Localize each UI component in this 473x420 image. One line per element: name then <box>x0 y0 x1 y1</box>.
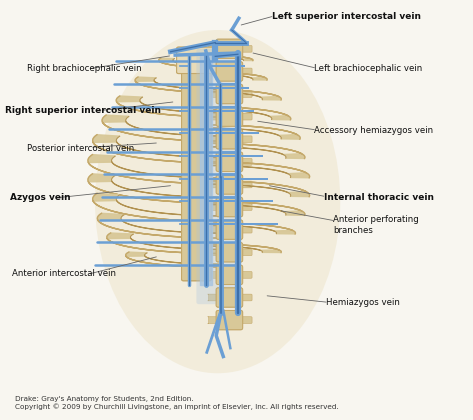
FancyBboxPatch shape <box>216 265 243 284</box>
FancyBboxPatch shape <box>176 47 216 74</box>
FancyBboxPatch shape <box>208 91 218 97</box>
FancyBboxPatch shape <box>216 197 243 217</box>
FancyBboxPatch shape <box>240 204 252 210</box>
FancyBboxPatch shape <box>240 136 252 143</box>
Polygon shape <box>206 55 253 60</box>
FancyBboxPatch shape <box>208 113 218 120</box>
Polygon shape <box>88 174 219 203</box>
FancyBboxPatch shape <box>208 181 218 188</box>
FancyBboxPatch shape <box>240 249 252 256</box>
Ellipse shape <box>95 30 340 373</box>
Text: Right brachiocephalic vein: Right brachiocephalic vein <box>26 64 141 73</box>
Polygon shape <box>206 125 300 139</box>
FancyBboxPatch shape <box>240 91 252 97</box>
FancyBboxPatch shape <box>216 265 243 284</box>
FancyBboxPatch shape <box>216 175 243 194</box>
Polygon shape <box>126 252 219 267</box>
FancyBboxPatch shape <box>208 204 218 210</box>
FancyBboxPatch shape <box>216 310 243 330</box>
Polygon shape <box>206 244 281 252</box>
FancyBboxPatch shape <box>216 39 243 58</box>
FancyBboxPatch shape <box>216 288 243 307</box>
Polygon shape <box>102 115 219 141</box>
FancyBboxPatch shape <box>216 62 243 81</box>
FancyBboxPatch shape <box>182 68 211 281</box>
FancyBboxPatch shape <box>216 130 243 149</box>
FancyBboxPatch shape <box>216 243 243 262</box>
FancyBboxPatch shape <box>208 136 218 143</box>
FancyBboxPatch shape <box>208 45 218 52</box>
FancyBboxPatch shape <box>216 130 243 149</box>
FancyBboxPatch shape <box>240 113 252 120</box>
FancyBboxPatch shape <box>216 288 243 307</box>
Text: branches: branches <box>333 226 373 235</box>
Text: Azygos vein: Azygos vein <box>10 193 71 202</box>
Polygon shape <box>206 72 267 80</box>
Polygon shape <box>116 96 219 117</box>
Text: Posterior intercostal vein: Posterior intercostal vein <box>26 144 134 152</box>
Polygon shape <box>135 77 219 92</box>
FancyBboxPatch shape <box>240 226 252 233</box>
FancyBboxPatch shape <box>216 243 243 262</box>
FancyBboxPatch shape <box>216 175 243 194</box>
FancyBboxPatch shape <box>216 197 243 217</box>
FancyBboxPatch shape <box>240 158 252 165</box>
FancyBboxPatch shape <box>196 49 241 304</box>
Text: Drake: Gray's Anatomy for Students, 2nd Edition.
Copyright © 2009 by Churchill L: Drake: Gray's Anatomy for Students, 2nd … <box>15 396 339 410</box>
FancyBboxPatch shape <box>216 107 243 126</box>
Text: Accessory hemiazygos vein: Accessory hemiazygos vein <box>315 126 433 135</box>
Text: Internal thoracic vein: Internal thoracic vein <box>324 193 434 202</box>
Polygon shape <box>93 193 219 221</box>
Polygon shape <box>206 181 310 197</box>
FancyBboxPatch shape <box>216 152 243 171</box>
Text: Anterior perforating: Anterior perforating <box>333 215 419 224</box>
Polygon shape <box>158 58 219 68</box>
FancyBboxPatch shape <box>240 45 252 52</box>
FancyBboxPatch shape <box>208 249 218 256</box>
Text: Left superior intercostal vein: Left superior intercostal vein <box>272 12 421 21</box>
FancyBboxPatch shape <box>216 220 243 239</box>
FancyBboxPatch shape <box>240 181 252 188</box>
FancyBboxPatch shape <box>176 47 216 74</box>
Polygon shape <box>206 223 296 234</box>
Polygon shape <box>93 135 219 163</box>
FancyBboxPatch shape <box>208 272 218 278</box>
FancyBboxPatch shape <box>216 220 243 239</box>
FancyBboxPatch shape <box>240 272 252 278</box>
FancyBboxPatch shape <box>216 310 243 330</box>
Text: Right superior intercostal vein: Right superior intercostal vein <box>5 106 161 115</box>
FancyBboxPatch shape <box>240 68 252 75</box>
Polygon shape <box>97 213 219 238</box>
FancyBboxPatch shape <box>208 68 218 75</box>
FancyBboxPatch shape <box>208 158 218 165</box>
FancyBboxPatch shape <box>182 68 211 281</box>
FancyBboxPatch shape <box>216 62 243 81</box>
FancyBboxPatch shape <box>216 107 243 126</box>
Polygon shape <box>206 202 305 215</box>
FancyBboxPatch shape <box>216 39 243 58</box>
FancyBboxPatch shape <box>208 317 218 323</box>
FancyBboxPatch shape <box>240 317 252 323</box>
FancyBboxPatch shape <box>208 294 218 301</box>
FancyBboxPatch shape <box>216 152 243 171</box>
FancyBboxPatch shape <box>208 226 218 233</box>
FancyBboxPatch shape <box>216 84 243 104</box>
Text: Left brachiocephalic vein: Left brachiocephalic vein <box>315 64 422 73</box>
Polygon shape <box>206 143 305 158</box>
Polygon shape <box>107 233 219 254</box>
FancyBboxPatch shape <box>216 84 243 104</box>
Polygon shape <box>206 162 310 178</box>
Polygon shape <box>206 107 291 120</box>
Polygon shape <box>88 155 219 184</box>
Text: Anterior intercostal vein: Anterior intercostal vein <box>12 269 116 278</box>
FancyBboxPatch shape <box>240 294 252 301</box>
Text: Hemiazygos vein: Hemiazygos vein <box>326 299 400 307</box>
Polygon shape <box>206 89 281 100</box>
